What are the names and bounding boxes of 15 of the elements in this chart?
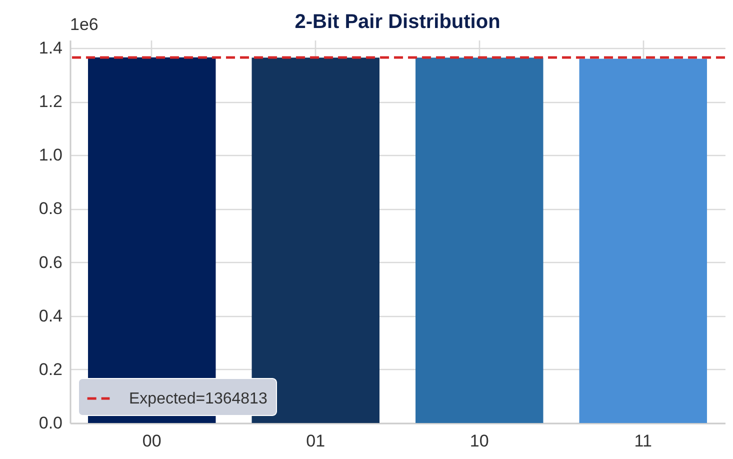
x-tick-label: 01 bbox=[306, 432, 326, 450]
x-tick-label: 10 bbox=[470, 432, 489, 450]
chart-title: 2-Bit Pair Distribution bbox=[294, 11, 500, 33]
text: 1e6 bbox=[70, 15, 98, 34]
y-tick-label: 1.4 bbox=[38, 38, 62, 58]
y-tick-label: 0.2 bbox=[38, 360, 62, 379]
legend-label: Expected=1364813 bbox=[129, 390, 268, 408]
x-tick-label: 11 bbox=[634, 432, 652, 450]
y-tick-label: 0.8 bbox=[38, 199, 62, 218]
y-tick-label: 0.6 bbox=[38, 252, 62, 272]
y-tick-label: 0.0 bbox=[38, 414, 62, 432]
y-tick-label: 1.2 bbox=[38, 92, 62, 112]
y-tick-label: 1.0 bbox=[38, 146, 62, 165]
y-tick-label: 0.4 bbox=[38, 306, 62, 326]
x-tick-label: 00 bbox=[142, 432, 162, 450]
